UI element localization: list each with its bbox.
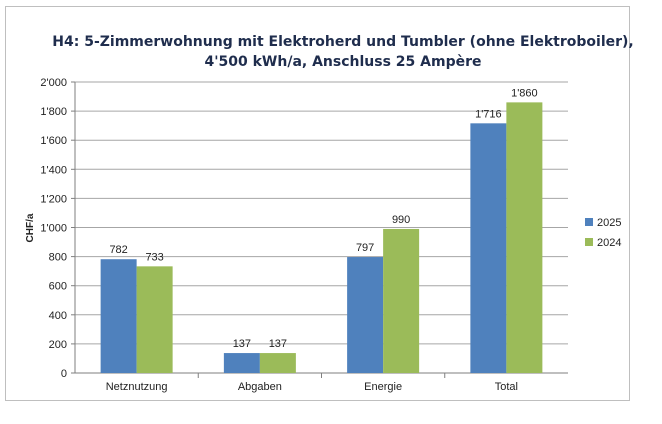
legend-swatch-2025	[585, 218, 593, 226]
bar-2025-Total	[470, 123, 507, 374]
bar-2024-Abgaben	[259, 353, 296, 373]
data-label: 990	[392, 214, 410, 226]
legend-label: 2025	[597, 217, 621, 229]
category-labels: Netznutzung Abgaben Energie Total	[106, 381, 518, 393]
data-label: 137	[269, 338, 287, 350]
data-label: 782	[109, 244, 127, 256]
bar-2024-Total	[506, 102, 543, 374]
y-tick-label: 0	[61, 368, 67, 380]
data-label: 1'860	[511, 87, 538, 99]
bar-2025-Energie	[347, 257, 384, 373]
bar-2024-Energie	[383, 228, 420, 373]
data-labels: 782 733 137 137 797 990 1'716 1'860	[109, 87, 537, 350]
y-tick-labels: 0 200 400 600 800 1'000 1'200 1'400 1'600 1'800 2'…	[40, 77, 67, 380]
category-label: Netznutzung	[106, 381, 168, 393]
bar-2025-Netznutzung	[100, 259, 137, 373]
y-tick-label: 1'600	[40, 135, 67, 147]
bar-2024-Netznutzung	[136, 266, 173, 373]
y-tick-label: 600	[49, 281, 67, 293]
legend: 2025 2024	[585, 217, 621, 249]
y-axis-label: CHF/a	[25, 213, 36, 242]
y-tick-label: 1'800	[40, 106, 67, 118]
y-tick-label: 1'200	[40, 193, 67, 205]
y-tick-label: 800	[49, 252, 67, 264]
data-label: 137	[233, 338, 251, 350]
legend-swatch-2024	[585, 238, 593, 246]
legend-label: 2024	[597, 237, 621, 249]
category-label: Total	[495, 381, 518, 393]
chart-title-line2: 4'500 kWh/a, Anschluss 25 Ampère	[205, 54, 482, 70]
category-label: Abgaben	[238, 381, 282, 393]
y-tick-label: 1'400	[40, 164, 67, 176]
data-label: 733	[145, 251, 163, 263]
bars	[100, 102, 543, 374]
y-tick-label: 400	[49, 310, 67, 322]
y-tick-label: 1'000	[40, 223, 67, 235]
chart-title-line1: H4: 5-Zimmerwohnung mit Elektroherd und …	[52, 34, 633, 50]
y-tick-label: 200	[49, 339, 67, 351]
y-tick-label: 2'000	[40, 77, 67, 89]
data-label: 1'716	[475, 108, 502, 120]
data-label: 797	[356, 242, 374, 254]
bar-2025-Abgaben	[223, 353, 260, 373]
category-label: Energie	[364, 381, 402, 393]
